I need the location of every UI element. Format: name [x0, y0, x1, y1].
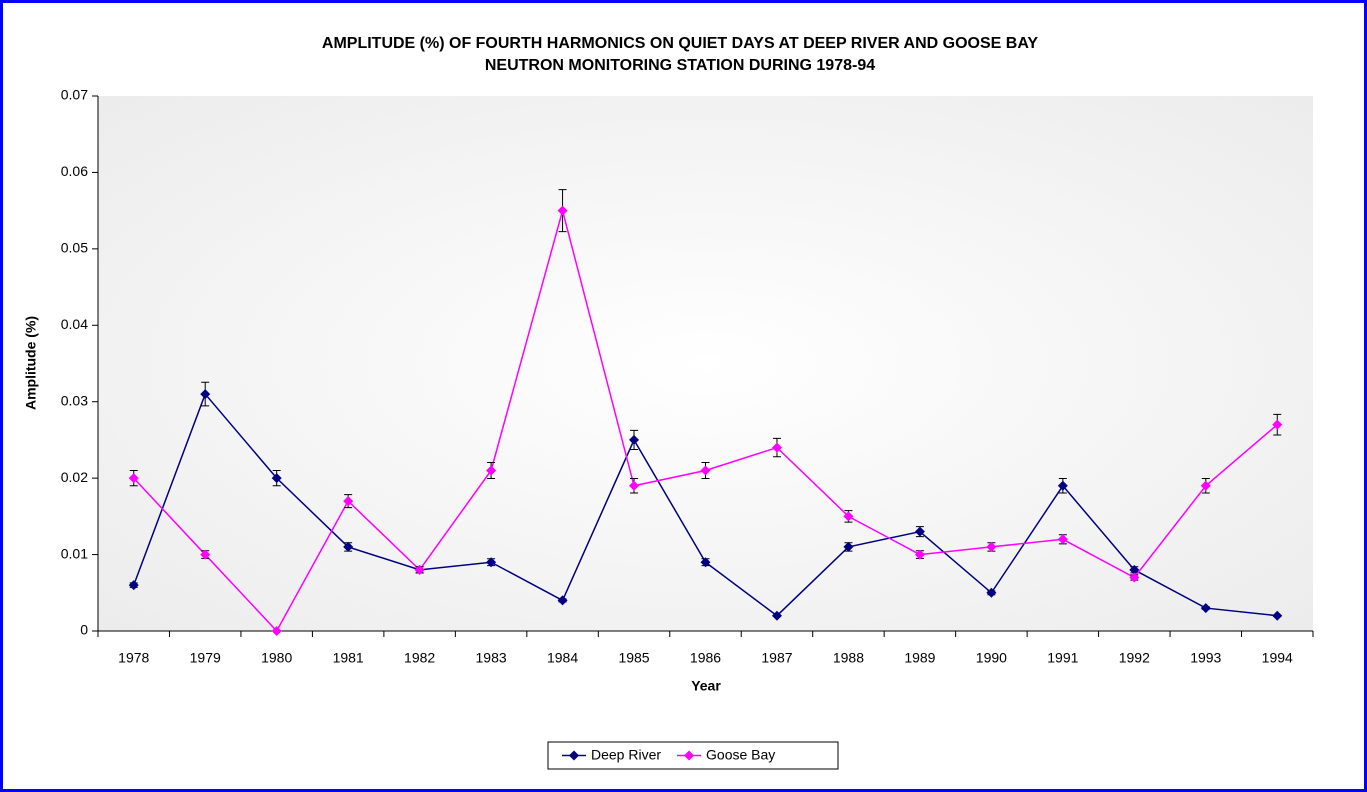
legend-label: Goose Bay	[706, 747, 775, 763]
data-point	[1200, 480, 1211, 491]
y-tick-label: 0.02	[61, 469, 88, 485]
x-tick-label: 1983	[476, 650, 507, 666]
y-tick-label: 0	[80, 622, 88, 638]
x-tick-label: 1993	[1190, 650, 1221, 666]
data-point	[1057, 480, 1068, 491]
data-point	[1272, 419, 1283, 430]
y-tick-label: 0.07	[61, 87, 88, 103]
x-tick-label: 1978	[118, 650, 149, 666]
data-point	[200, 549, 211, 560]
x-tick-label: 1984	[547, 650, 578, 666]
data-point	[1200, 603, 1211, 614]
data-point	[986, 587, 997, 598]
data-point	[1057, 534, 1068, 545]
data-point	[914, 526, 925, 537]
data-point	[771, 442, 782, 453]
data-point	[771, 610, 782, 621]
chart-title: NEUTRON MONITORING STATION DURING 1978-9…	[485, 57, 875, 74]
data-point	[700, 465, 711, 476]
y-tick-label: 0.04	[61, 316, 88, 332]
x-tick-label: 1994	[1262, 650, 1293, 666]
y-axis-label: Amplitude (%)	[23, 316, 39, 410]
data-point	[1129, 564, 1140, 575]
data-point	[486, 557, 497, 568]
data-point	[343, 496, 354, 507]
x-tick-label: 1980	[261, 650, 292, 666]
y-tick-label: 0.06	[61, 163, 88, 179]
data-point	[557, 595, 568, 606]
x-tick-label: 1982	[404, 650, 435, 666]
x-tick-label: 1981	[333, 650, 364, 666]
data-point	[914, 549, 925, 560]
data-point	[843, 541, 854, 552]
data-point	[128, 473, 139, 484]
y-tick-label: 0.05	[61, 240, 88, 256]
x-tick-label: 1989	[904, 650, 935, 666]
data-point	[486, 465, 497, 476]
data-point	[414, 564, 425, 575]
data-point	[343, 541, 354, 552]
x-tick-label: 1991	[1047, 650, 1078, 666]
data-point	[629, 480, 640, 491]
x-tick-label: 1986	[690, 650, 721, 666]
chart-title: AMPLITUDE (%) OF FOURTH HARMONICS ON QUI…	[322, 35, 1039, 52]
data-point	[128, 580, 139, 591]
data-point	[271, 473, 282, 484]
x-axis-label: Year	[691, 678, 721, 694]
plot-area	[98, 96, 1313, 631]
data-point	[200, 389, 211, 400]
data-point	[843, 511, 854, 522]
x-tick-label: 1990	[976, 650, 1007, 666]
x-tick-label: 1992	[1119, 650, 1150, 666]
data-point	[1272, 610, 1283, 621]
x-tick-label: 1985	[618, 650, 649, 666]
data-point	[1129, 572, 1140, 583]
y-tick-label: 0.03	[61, 392, 88, 408]
x-tick-label: 1988	[833, 650, 864, 666]
data-point	[271, 626, 282, 636]
legend-marker	[569, 750, 579, 761]
data-point	[557, 205, 568, 216]
x-tick-label: 1979	[190, 650, 221, 666]
data-point	[629, 434, 640, 445]
legend-marker	[684, 750, 695, 761]
legend-label: Deep River	[591, 747, 661, 763]
data-point	[986, 541, 997, 552]
data-point	[700, 557, 711, 568]
y-tick-label: 0.01	[61, 545, 88, 561]
x-tick-label: 1987	[761, 650, 792, 666]
